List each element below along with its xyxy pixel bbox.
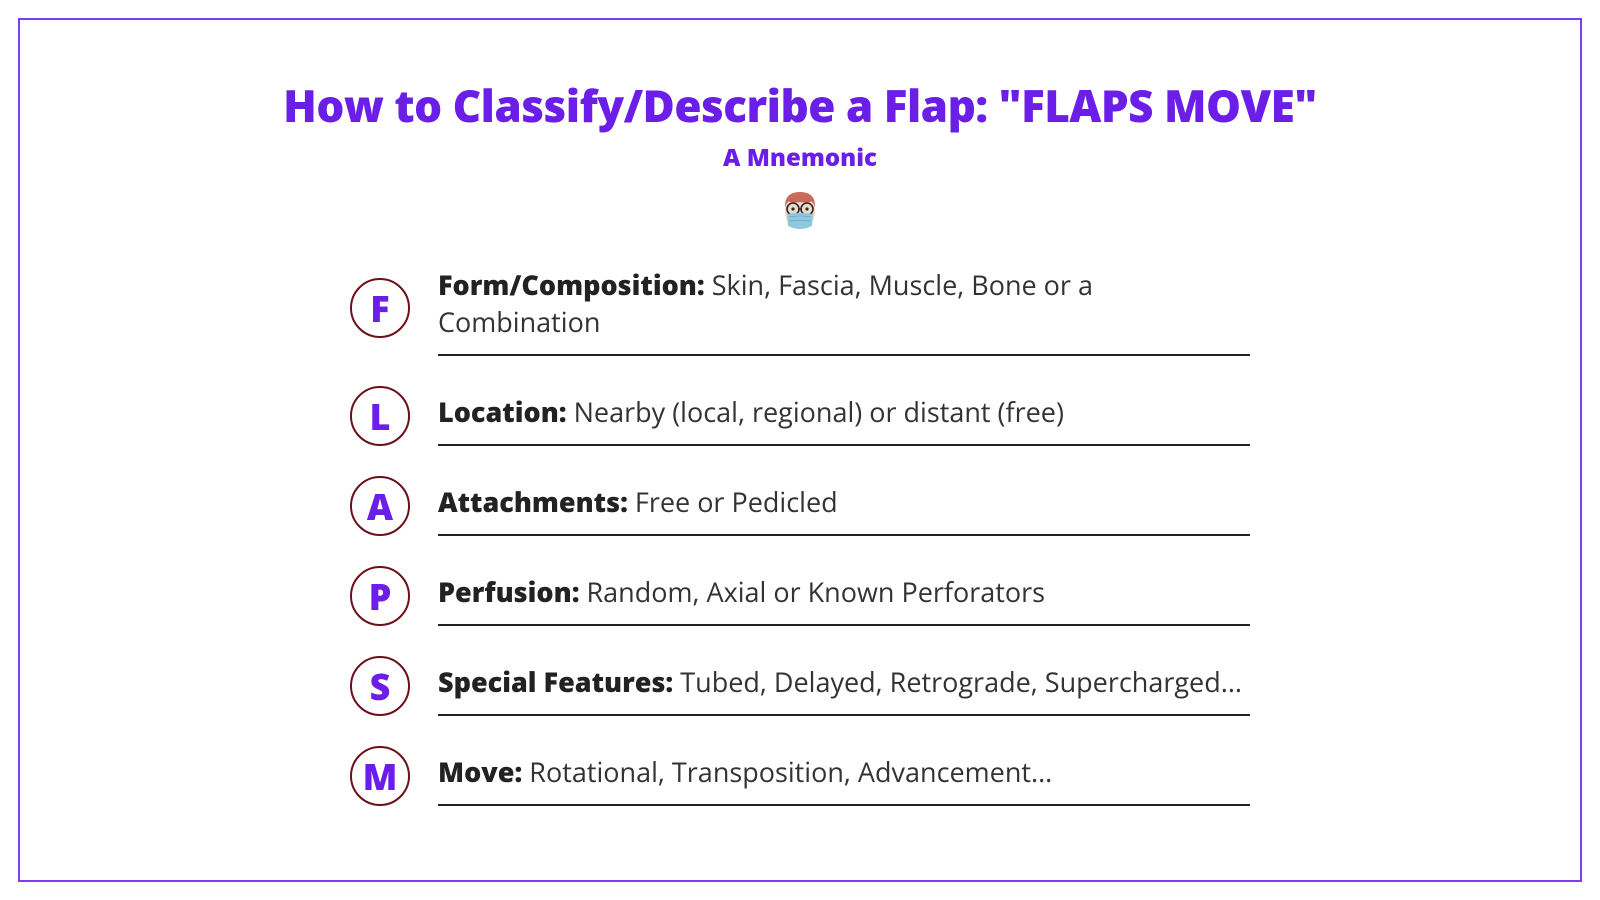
letter-badge: M [350,746,410,806]
letter-badge: A [350,476,410,536]
item-term: Special Features: [438,663,673,700]
list-item: F Form/Composition: Skin, Fascia, Muscle… [350,260,1250,356]
letter-badge: S [350,656,410,716]
item-desc: Rotational, Transposition, Advancement..… [522,753,1052,790]
item-term: Attachments: [438,483,628,520]
page-title: How to Classify/Describe a Flap: "FLAPS … [20,75,1580,135]
list-item: A Attachments: Free or Pedicled [350,476,1250,536]
logo-icon [20,188,1580,238]
item-term: Perfusion: [438,573,580,610]
item-term: Form/Composition: [438,266,705,303]
item-term: Move: [438,753,522,790]
letter-badge: P [350,566,410,626]
item-desc: Nearby (local, regional) or distant (fre… [567,393,1064,430]
item-text: Form/Composition: Skin, Fascia, Muscle, … [438,260,1250,356]
slide-frame: How to Classify/Describe a Flap: "FLAPS … [18,18,1582,882]
item-text: Attachments: Free or Pedicled [438,477,1250,536]
item-desc: Tubed, Delayed, Retrograde, Supercharged… [673,663,1242,700]
list-item: S Special Features: Tubed, Delayed, Retr… [350,656,1250,716]
list-item: M Move: Rotational, Transposition, Advan… [350,746,1250,806]
list-item: L Location: Nearby (local, regional) or … [350,386,1250,446]
item-text: Perfusion: Random, Axial or Known Perfor… [438,567,1250,626]
mnemonic-list: F Form/Composition: Skin, Fascia, Muscle… [350,260,1250,806]
item-text: Move: Rotational, Transposition, Advance… [438,747,1250,806]
list-item: P Perfusion: Random, Axial or Known Perf… [350,566,1250,626]
item-desc: Free or Pedicled [628,483,838,520]
item-term: Location: [438,393,567,430]
letter-badge: L [350,386,410,446]
item-text: Location: Nearby (local, regional) or di… [438,387,1250,446]
item-desc: Random, Axial or Known Perforators [580,573,1046,610]
page-subtitle: A Mnemonic [20,141,1580,174]
letter-badge: F [350,278,410,338]
item-text: Special Features: Tubed, Delayed, Retrog… [438,657,1250,716]
